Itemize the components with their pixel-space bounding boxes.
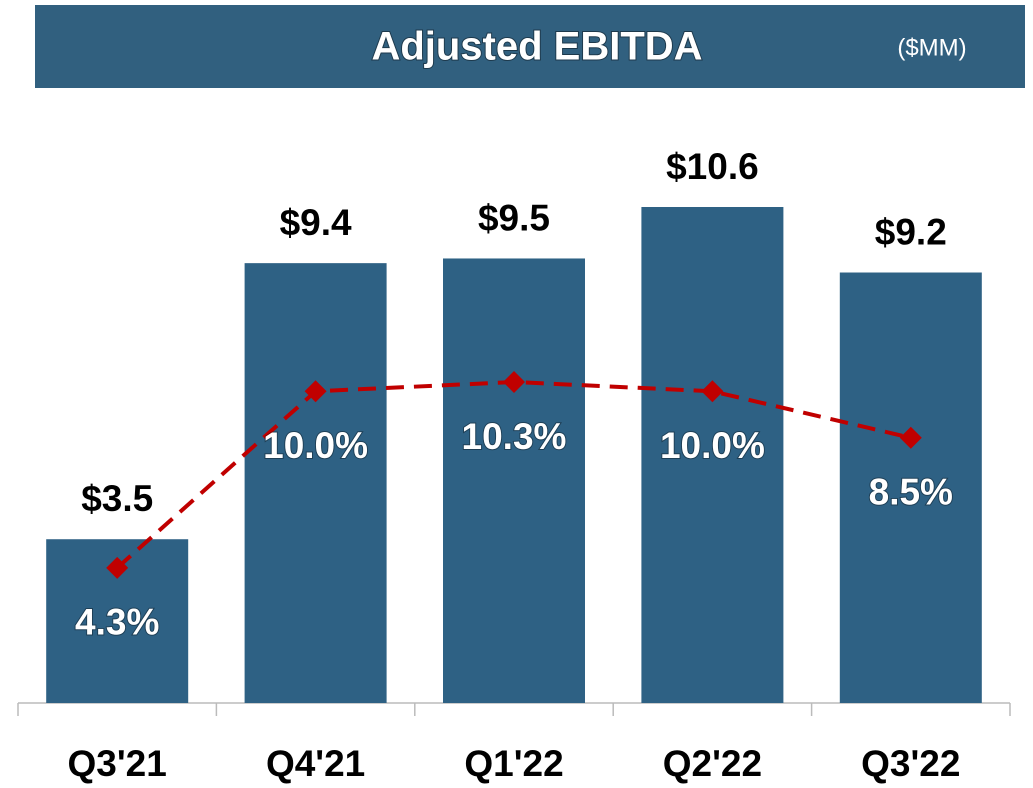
margin-marker [899,426,922,449]
bar-value-label: $9.2 [875,211,947,252]
margin-label: 10.0% [660,425,765,466]
margin-marker [503,371,525,393]
margin-marker [304,380,327,403]
margin-marker [106,556,129,579]
bar [641,207,784,703]
bar-value-label: $9.5 [478,197,550,238]
x-tick-label: Q3'21 [68,743,167,784]
bar-value-label: $3.5 [81,478,153,519]
margin-label: 8.5% [869,472,953,513]
header-band [35,5,1025,88]
margin-label: 10.3% [462,416,567,457]
x-tick-label: Q2'22 [663,743,762,784]
chart-title: Adjusted EBITDA [371,25,702,69]
x-tick-label: Q4'21 [266,743,365,784]
bar-value-label: $9.4 [280,202,352,243]
margin-label: 4.3% [75,602,159,643]
x-tick-label: Q3'22 [861,743,960,784]
bar-value-label: $10.6 [666,146,759,187]
bar [244,263,387,703]
bar [443,258,585,703]
margin-label: 10.0% [263,425,368,466]
x-tick-label: Q1'22 [464,743,563,784]
margin-marker [701,380,724,403]
bar [839,272,982,703]
chart-subtitle: ($MM) [897,34,966,61]
